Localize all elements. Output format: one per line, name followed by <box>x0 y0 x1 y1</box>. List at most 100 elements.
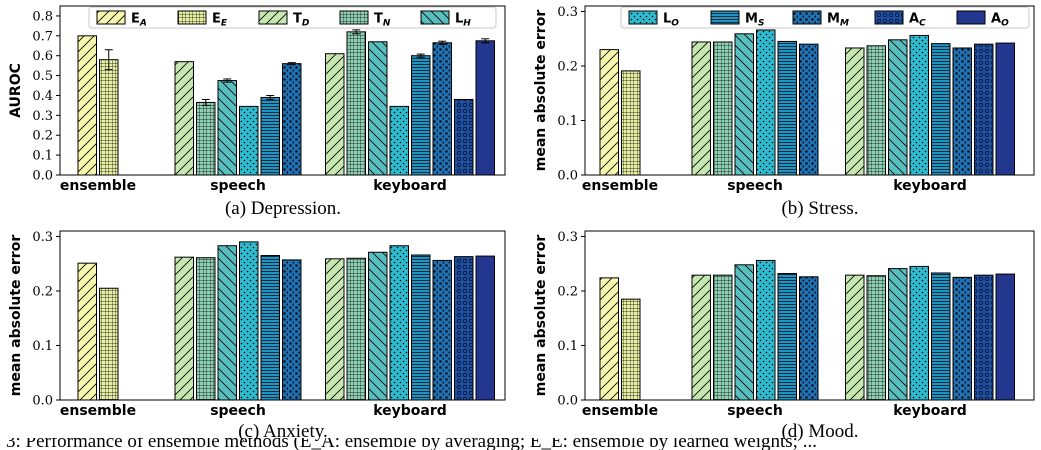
bar-speech-L_O <box>239 241 259 401</box>
legend-label: AO <box>991 12 1009 29</box>
bar-speech-M_M <box>282 63 302 176</box>
bar-ensemble-E_A <box>77 262 97 401</box>
bar-ensemble-E_E <box>99 287 119 401</box>
y-tick-label: 0.0 <box>32 169 53 184</box>
bar-keyboard-L_O <box>389 245 409 401</box>
chart-panel-2: 0.0 0.1 0.2 0.3 mean absolute error ensemble s… <box>8 230 506 442</box>
bar-keyboard-M_S <box>931 272 951 401</box>
chart-panel-1: 0.0 0.1 0.2 0.3 mean absolute error ensemble s… <box>533 5 1035 219</box>
x-group-label: ensemble <box>60 403 136 419</box>
y-tick-label: 0.3 <box>557 5 578 20</box>
panel-caption: (b) Stress. <box>781 198 858 219</box>
bar-keyboard-M_S <box>411 55 431 176</box>
y-axis-label: mean absolute error <box>533 235 549 397</box>
bar-keyboard-M_S <box>931 43 951 176</box>
legend-label: TD <box>293 12 310 29</box>
bar-speech-L_O <box>756 29 776 176</box>
bar-speech-L_H <box>217 245 237 401</box>
legend-label: TN <box>374 12 391 29</box>
y-tick-label: 0.4 <box>32 89 53 104</box>
chart-panel-0: 0.0 0.1 0.2 0.3 0.4 0.5 0.6 0.7 0.8 AUROC ensemble… <box>8 5 506 219</box>
bar-keyboard-L_H <box>368 251 388 401</box>
bar-speech-M_S <box>260 96 280 176</box>
legend-swatch <box>339 10 369 25</box>
legend-item-E_A: EA <box>96 10 147 29</box>
legend-label: AC <box>909 12 926 29</box>
legend-swatch <box>710 10 740 25</box>
bar-keyboard-A_C <box>454 256 474 401</box>
error-bar <box>416 53 425 58</box>
bar-speech-T_N <box>713 41 733 176</box>
y-tick-label: 0.1 <box>557 114 578 129</box>
bar-ensemble-E_E <box>99 59 119 176</box>
legend-label: MS <box>745 12 764 29</box>
legend-swatch <box>956 10 986 25</box>
bar-keyboard-T_N <box>346 257 366 401</box>
bar-keyboard-L_H <box>888 268 908 401</box>
bar-speech-L_O <box>239 105 259 176</box>
y-tick-label: 0.0 <box>557 169 578 184</box>
legend-swatch <box>628 10 658 25</box>
legend-item-M_M: MM <box>792 10 849 29</box>
figure-caption-fragment: 3: Performance of ensemble methods (E_A:… <box>0 438 1041 450</box>
bar-speech-T_D <box>691 274 711 401</box>
bar-ensemble-E_A <box>77 35 97 176</box>
error-bar <box>352 29 361 35</box>
x-group-label: keyboard <box>893 178 967 194</box>
y-tick-label: 0.1 <box>32 149 53 164</box>
y-tick-label: 0.1 <box>557 339 578 354</box>
x-group-label: speech <box>210 403 266 419</box>
bar-speech-T_N <box>713 274 733 401</box>
bar-speech-L_H <box>734 264 754 401</box>
bar-keyboard-T_N <box>866 45 886 176</box>
bar-keyboard-T_D <box>325 53 345 176</box>
x-group-label: keyboard <box>373 403 447 419</box>
y-tick-label: 0.2 <box>557 284 578 299</box>
legend: EA EE TD TN LH <box>88 6 497 29</box>
y-tick-label: 0.6 <box>32 49 53 64</box>
legend-item-M_S: MS <box>710 10 764 29</box>
bar-speech-M_M <box>799 43 819 176</box>
y-tick-label: 0.5 <box>32 69 53 84</box>
x-group-label: ensemble <box>582 178 658 194</box>
bar-speech-T_N <box>196 257 216 401</box>
error-bar <box>438 40 447 45</box>
bar-speech-T_D <box>691 41 711 176</box>
legend-swatch <box>792 10 822 25</box>
bar-keyboard-M_M <box>952 276 972 401</box>
bar-keyboard-A_C <box>974 43 994 176</box>
legend-label: EA <box>131 12 147 29</box>
y-tick-label: 0.3 <box>32 109 53 124</box>
panel-caption: (d) Mood. <box>781 421 858 442</box>
bar-keyboard-A_O <box>995 273 1015 401</box>
bar-keyboard-M_M <box>432 259 452 401</box>
legend-swatch <box>874 10 904 25</box>
y-tick-label: 0.2 <box>557 59 578 74</box>
y-tick-label: 0.8 <box>32 9 53 24</box>
bar-keyboard-T_D <box>845 274 865 401</box>
error-bar <box>287 62 296 66</box>
bar-keyboard-T_N <box>346 31 366 176</box>
bar-keyboard-L_O <box>909 265 929 401</box>
legend-label: EE <box>212 12 228 29</box>
y-tick-label: 0.0 <box>557 394 578 409</box>
bar-speech-T_D <box>174 61 194 176</box>
y-axis-label: mean absolute error <box>533 10 549 172</box>
bar-ensemble-E_A <box>599 49 619 176</box>
legend-item-T_D: TD <box>258 10 310 29</box>
legend: LO MS MM AC AO <box>620 6 1030 29</box>
bar-speech-M_S <box>777 273 797 401</box>
legend-item-L_O: LO <box>628 10 679 29</box>
bar-speech-T_N <box>196 101 216 176</box>
bar-keyboard-A_C <box>974 274 994 401</box>
x-group-label: speech <box>727 403 783 419</box>
bar-keyboard-A_O <box>475 40 495 176</box>
bar-keyboard-T_N <box>866 275 886 401</box>
legend-item-A_O: AO <box>956 10 1009 29</box>
legend-swatch <box>258 10 288 25</box>
legend-item-T_N: TN <box>339 10 391 29</box>
bar-speech-L_H <box>217 80 237 176</box>
x-group-label: speech <box>727 178 783 194</box>
bar-speech-L_H <box>734 33 754 176</box>
